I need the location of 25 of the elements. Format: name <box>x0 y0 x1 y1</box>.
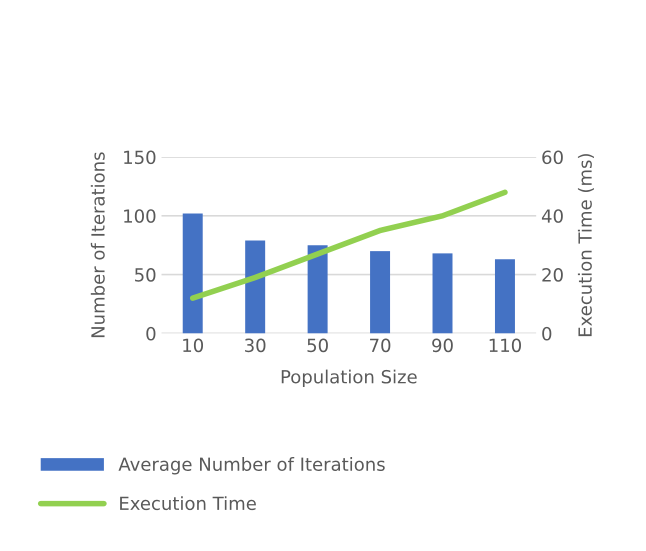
y2-tick-label: 0 <box>542 326 552 340</box>
x-tick-label: 110 <box>490 338 521 352</box>
x-tick-label: 50 <box>308 338 328 352</box>
bar <box>308 245 328 334</box>
y-axis-title: Number of Iterations <box>90 152 105 338</box>
y2-axis-title: Execution Time (ms) <box>578 154 594 336</box>
y2-tick-label: 40 <box>542 209 563 223</box>
bar <box>494 259 515 334</box>
y-tick-label: 150 <box>124 150 156 164</box>
y-tick-label: 100 <box>124 209 156 223</box>
x-tick-label: 10 <box>183 338 204 352</box>
y2-tick-label: 20 <box>542 268 563 282</box>
y-tick-label: 0 <box>146 326 156 340</box>
x-tick-label: 30 <box>245 338 266 352</box>
x-tick-label: 90 <box>432 338 453 352</box>
legend-label: Execution Time <box>120 496 256 510</box>
y-tick-label: 50 <box>135 268 156 282</box>
y2-tick-label: 60 <box>542 150 563 164</box>
bar <box>432 253 452 334</box>
x-axis-title: Population Size <box>282 370 417 388</box>
bar <box>370 251 390 334</box>
x-tick-label: 70 <box>370 338 390 352</box>
legend-label: Average Number of Iterations <box>118 457 385 475</box>
bar <box>245 240 266 334</box>
bar <box>182 213 203 334</box>
